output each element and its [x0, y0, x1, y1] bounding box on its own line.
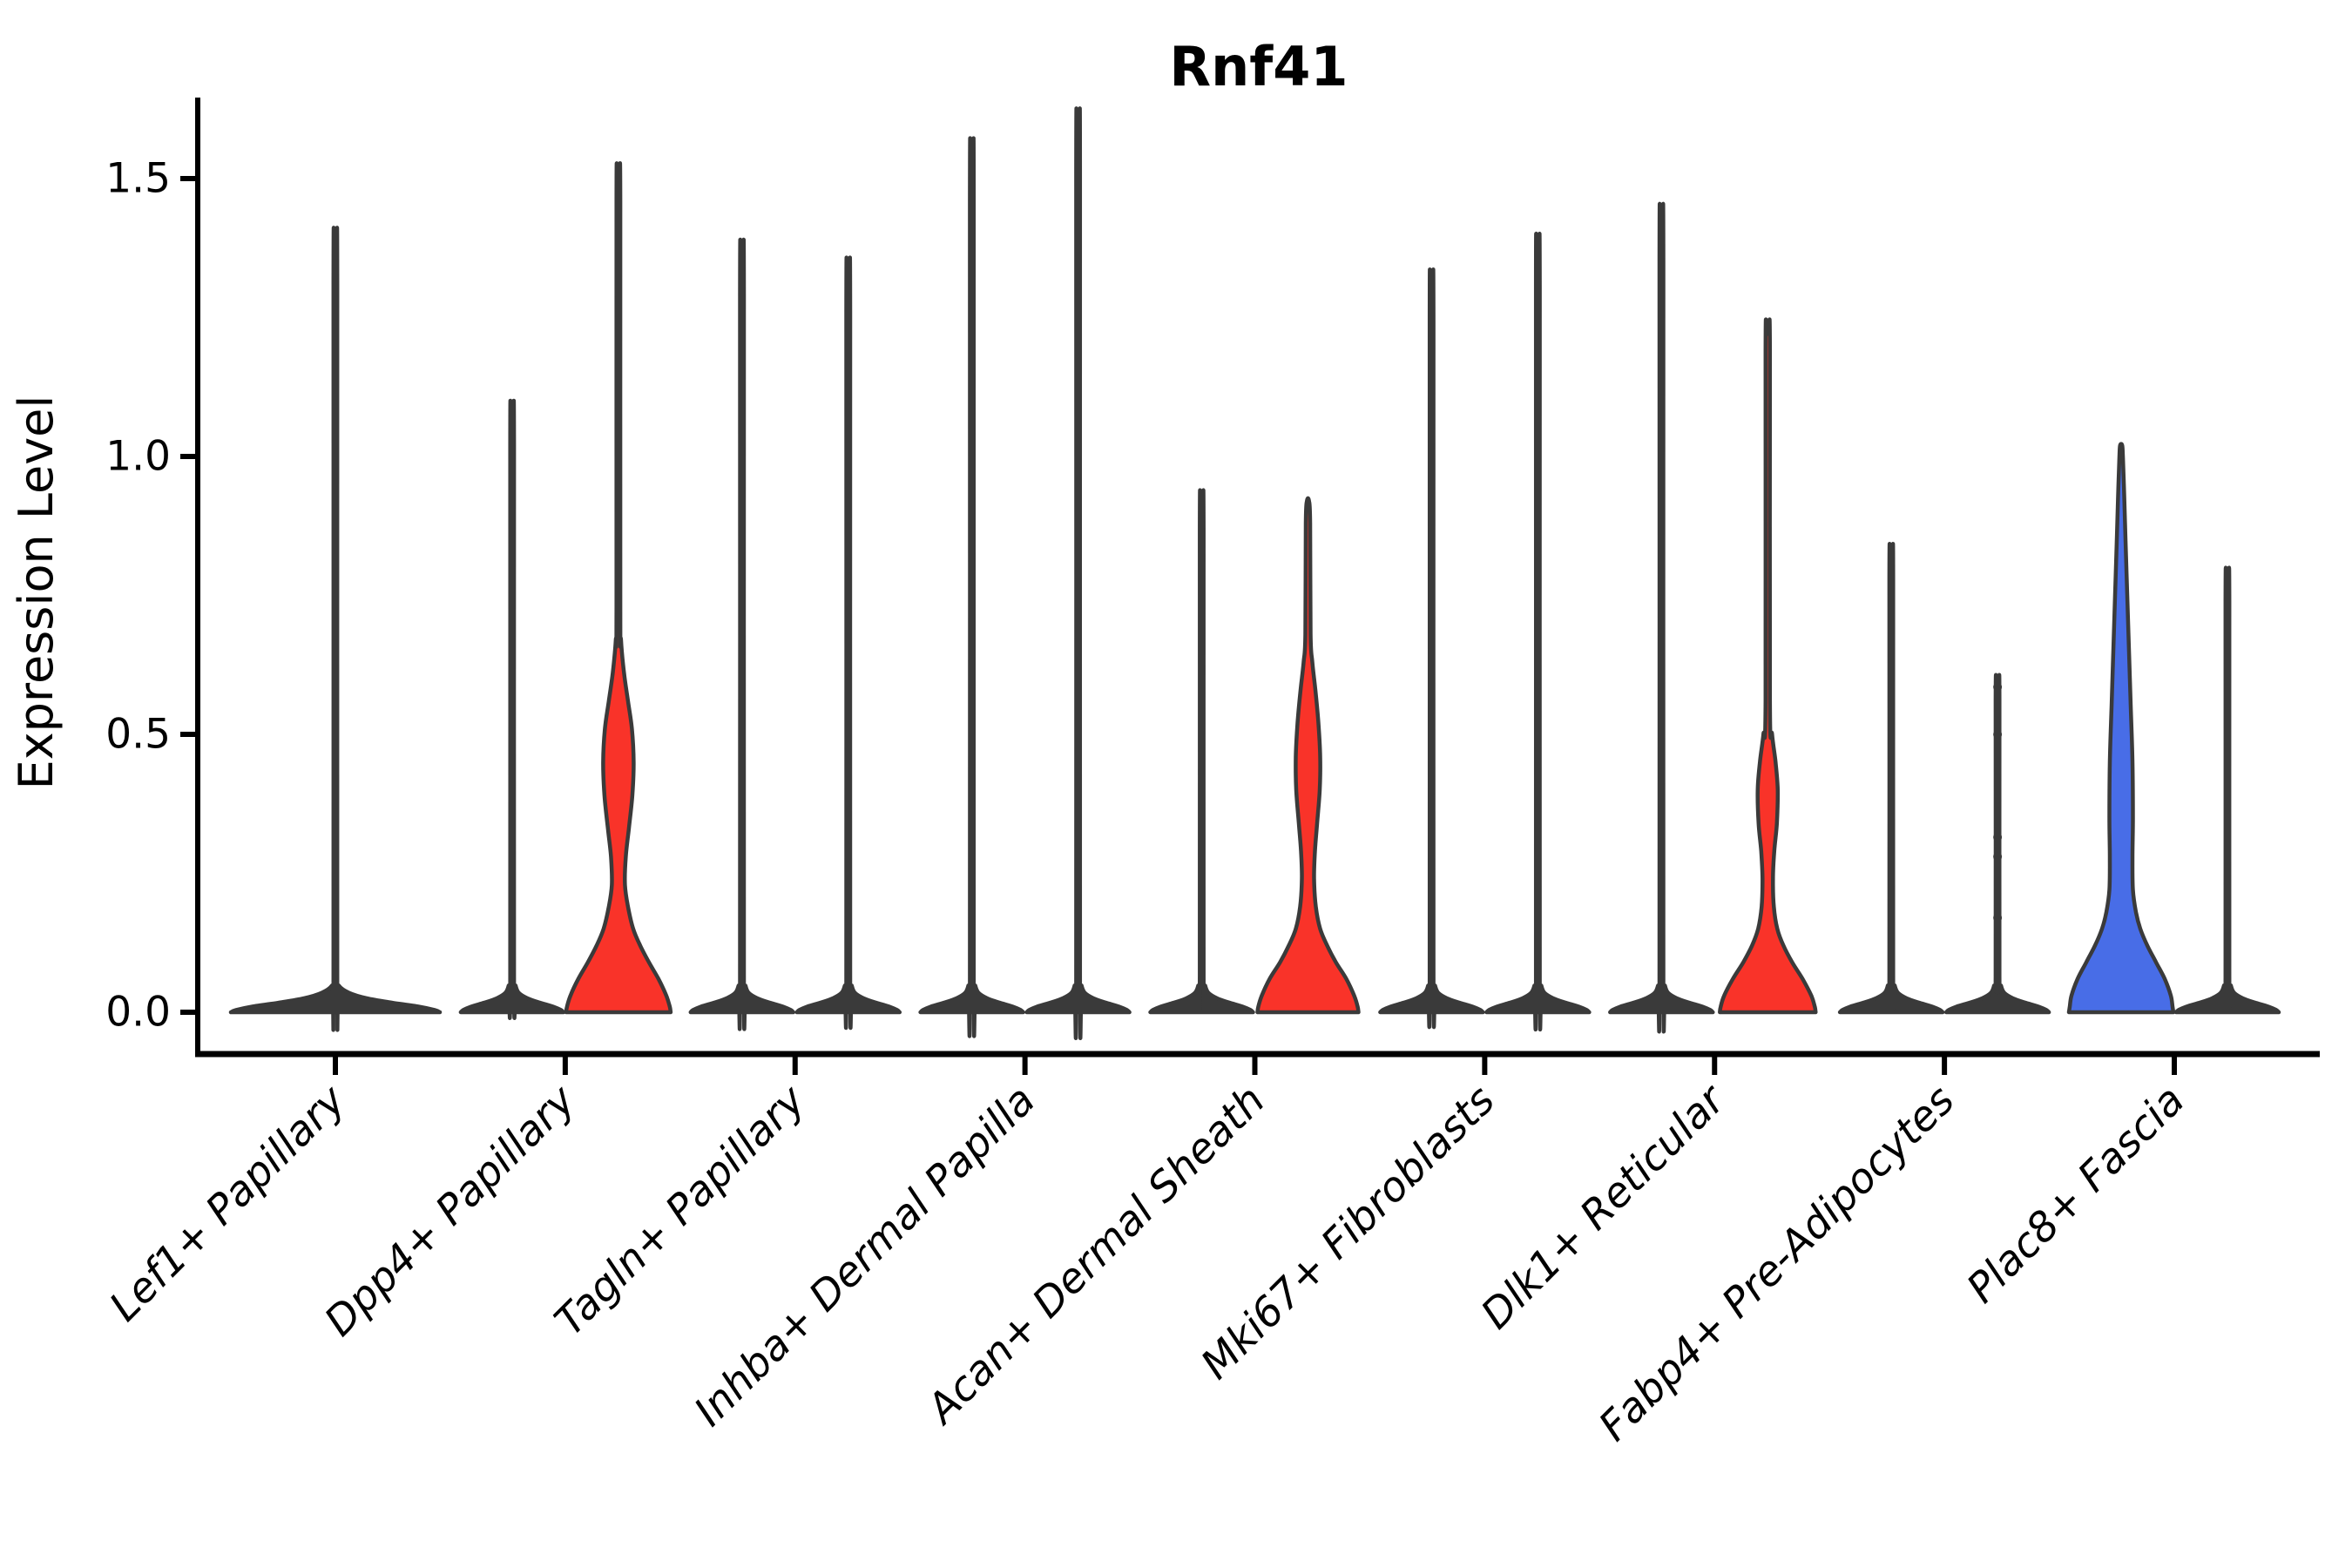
y-tick-label: 1.0: [105, 433, 171, 481]
violin-dpp4-papillary-b: [564, 161, 673, 1015]
violin-acan-dermal-sheath-b: [1255, 496, 1361, 1015]
x-tick-label: Dlk1+ Reticular: [1472, 1075, 1736, 1339]
x-tick-label: Lef1+ Papillary: [100, 1076, 355, 1331]
violin-acan-dermal-sheath-a: [1148, 488, 1255, 1015]
violin-mki67-fibroblasts-a: [1378, 267, 1485, 1030]
violin-inhba-dermal-papilla-a: [918, 136, 1025, 1038]
expression-point: [1993, 833, 2003, 842]
violin-lef1-papillary-single: [228, 226, 443, 1032]
violin-mki67-fibroblasts-b: [1484, 232, 1592, 1032]
violin-inhba-dermal-papilla-b: [1024, 106, 1132, 1040]
violin-tagln-papillary-a: [688, 237, 796, 1031]
expression-point: [1993, 852, 2003, 862]
expression-point: [1993, 913, 2003, 923]
y-axis-ticks: 0.0 0.5 1.0 1.5: [105, 155, 198, 1037]
violin-dlk1-reticular-b: [1718, 317, 1818, 1015]
violin-plac8-fascia-b: [2173, 565, 2281, 1015]
y-tick-label: 0.0: [105, 989, 171, 1037]
expression-point: [1993, 682, 2003, 692]
y-axis-label: Expression Level: [9, 395, 64, 790]
chart-title: Rnf41: [1169, 35, 1348, 98]
x-tick-label: Dpp4+ Papillary: [315, 1076, 585, 1346]
violin-shapes: [228, 106, 2281, 1040]
violin-dlk1-reticular-a: [1608, 201, 1715, 1034]
x-tick-label: Tagln+ Papillary: [545, 1076, 815, 1346]
violin-fabp4-pre-adipocytes-b: [1943, 672, 2051, 1015]
violin-fabp4-pre-adipocytes-a: [1837, 542, 1945, 1015]
expression-point: [1993, 730, 2003, 739]
x-tick-label: Plac8+ Fascia: [1957, 1077, 2193, 1313]
violin-tagln-papillary-b: [794, 255, 902, 1031]
expression-point: [1993, 985, 2003, 995]
violin-dpp4-papillary-a: [458, 398, 566, 1020]
violin-plac8-fascia-a: [2066, 442, 2176, 1015]
y-tick-label: 1.5: [105, 155, 171, 203]
y-tick-label: 0.5: [105, 711, 171, 759]
